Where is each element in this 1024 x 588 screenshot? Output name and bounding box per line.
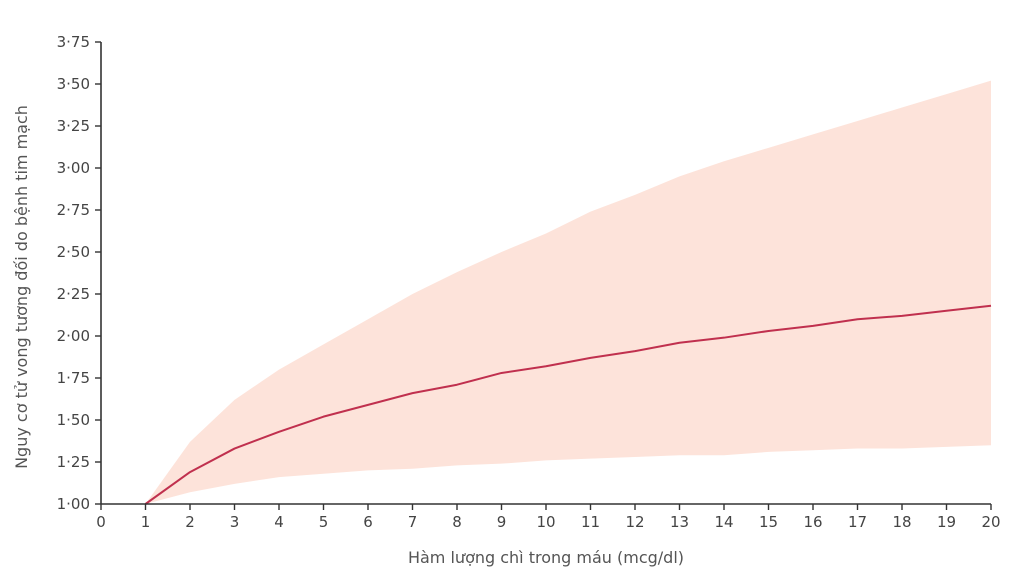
- x-tick-label: 2: [185, 513, 195, 531]
- x-tick-label: 3: [230, 513, 240, 531]
- y-tick-label: 2·50: [57, 243, 90, 261]
- y-tick-label: 3·75: [57, 33, 90, 51]
- series-line-layer: [144, 304, 992, 505]
- x-tick-label: 13: [670, 513, 689, 531]
- y-tick-label: 3·50: [57, 75, 90, 93]
- y-tick-label: 1·50: [57, 411, 90, 429]
- x-axis-title: Hàm lượng chì trong máu (mcg/dl): [408, 548, 684, 567]
- confidence-band: [145, 80, 991, 504]
- y-tick-label: 3·25: [57, 117, 90, 135]
- x-tick-label: 17: [848, 513, 867, 531]
- y-tick-label: 1·25: [57, 453, 90, 471]
- x-tick-label: 14: [714, 513, 733, 531]
- x-tick-label: 10: [536, 513, 555, 531]
- x-tick-label: 12: [625, 513, 644, 531]
- x-tick-label: 9: [497, 513, 507, 531]
- y-axis-title: Nguy cơ tử vong tương đối do bệnh tim mạ…: [12, 105, 31, 469]
- x-ticks: 0 1 2 3 4 5 6 7 8 9 10 11 12 13 14 15 16 17 18 19 20: [96, 504, 1001, 531]
- x-tick-label: 1: [141, 513, 151, 531]
- y-tick-label: 1·00: [57, 495, 90, 513]
- x-tick-label: 11: [581, 513, 600, 531]
- x-tick-label: 20: [981, 513, 1000, 531]
- y-ticks: 1·00 1·25 1·50 1·75 2·00 2·25 2·50 2·75 3·00 3·25…: [57, 33, 101, 513]
- x-tick-label: 16: [803, 513, 822, 531]
- x-tick-label: 8: [452, 513, 462, 531]
- x-tick-label: 6: [363, 513, 373, 531]
- x-tick-label: 7: [408, 513, 418, 531]
- y-tick-label: 2·25: [57, 285, 90, 303]
- x-tick-label: 4: [274, 513, 284, 531]
- confidence-band-layer: [145, 80, 991, 504]
- y-tick-label: 2·00: [57, 327, 90, 345]
- x-tick-label: 5: [319, 513, 329, 531]
- y-tick-label: 3·00: [57, 159, 90, 177]
- x-tick-label: 15: [759, 513, 778, 531]
- series-line: [144, 304, 992, 505]
- y-tick-label: 2·75: [57, 201, 90, 219]
- x-tick-label: 0: [96, 513, 106, 531]
- y-tick-label: 1·75: [57, 369, 90, 387]
- x-tick-label: 19: [937, 513, 956, 531]
- x-tick-label: 18: [892, 513, 911, 531]
